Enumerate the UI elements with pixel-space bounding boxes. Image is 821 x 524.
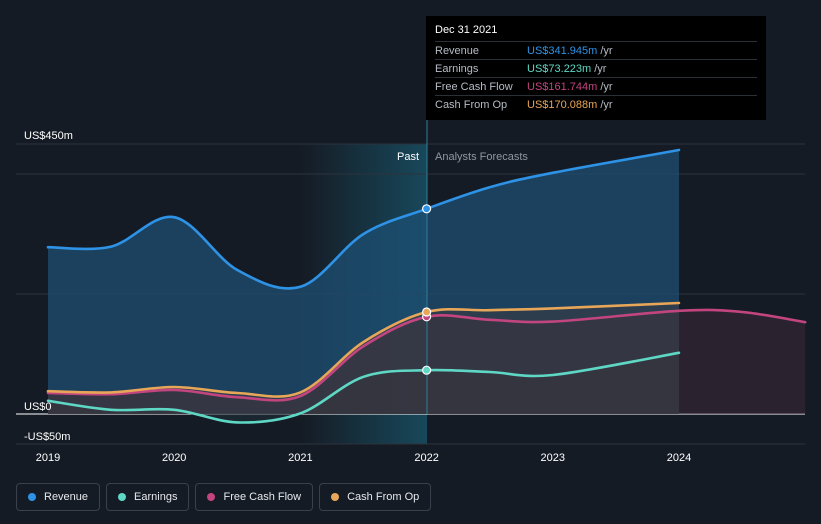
tooltip-value: US$161.744m [527, 80, 598, 93]
marker-earnings[interactable] [422, 365, 432, 375]
marker-revenue[interactable] [422, 204, 432, 214]
tooltip-unit: /yr [600, 98, 613, 111]
line-free-cash-flow [46, 308, 807, 402]
tooltip-row-revenue: Revenue US$341.945m /yr [435, 41, 757, 59]
line-cash-from-op [46, 301, 681, 398]
area-cash-from-op [48, 303, 679, 414]
past-label: Past [397, 151, 419, 163]
y-tick-label: US$0 [24, 401, 52, 413]
tooltip-unit: /yr [594, 62, 607, 75]
tooltip-label: Revenue [435, 44, 480, 57]
x-tick-label: 2023 [541, 452, 565, 464]
earnings-dot-icon [118, 493, 127, 501]
tooltip-date: Dec 31 2021 [435, 24, 498, 36]
x-tick-label: 2021 [288, 452, 312, 464]
legend-label: Revenue [44, 491, 89, 503]
x-tick-label: 2022 [414, 452, 438, 464]
tooltip-label: Earnings [435, 62, 479, 75]
legend-item-earnings[interactable]: Earnings [106, 483, 190, 511]
line-earnings [46, 351, 681, 424]
legend-label: Cash From Op [347, 491, 420, 503]
tooltip-unit: /yr [600, 44, 613, 57]
legend-item-revenue[interactable]: Revenue [16, 483, 101, 511]
legend: Revenue Earnings Free Cash Flow Cash Fro… [16, 483, 432, 511]
legend-label: Earnings [134, 491, 178, 503]
tooltip-value: US$170.088m [527, 98, 598, 111]
tooltip-value: US$341.945m [527, 44, 598, 57]
tooltip-value: US$73.223m [527, 62, 592, 75]
tooltip-row-earnings: Earnings US$73.223m /yr [435, 59, 757, 77]
legend-item-free-cash-flow[interactable]: Free Cash Flow [195, 483, 314, 511]
tooltip-unit: /yr [600, 80, 613, 93]
tooltip-row-free-cash-flow: Free Cash Flow US$161.744m /yr [435, 77, 757, 95]
forecast-label: Analysts Forecasts [435, 151, 528, 163]
tooltip-label: Free Cash Flow [435, 80, 513, 93]
x-tick-label: 2019 [36, 452, 60, 464]
legend-item-cash-from-op[interactable]: Cash From Op [319, 483, 432, 511]
y-tick-label: -US$50m [24, 431, 70, 443]
tooltip: Dec 31 2021 Revenue US$341.945m /yr Earn… [426, 16, 766, 120]
marker-cash-from-op[interactable] [422, 307, 432, 317]
free-cash-flow-dot-icon [207, 493, 216, 501]
legend-label: Free Cash Flow [223, 491, 302, 503]
cash-from-op-dot-icon [331, 493, 340, 501]
x-tick-label: 2020 [162, 452, 186, 464]
x-tick-label: 2024 [667, 452, 691, 464]
y-tick-label: US$450m [24, 130, 73, 142]
revenue-dot-icon [28, 493, 36, 501]
line-revenue [46, 148, 681, 290]
tooltip-label: Cash From Op [435, 98, 508, 111]
tooltip-row-cash-from-op: Cash From Op US$170.088m /yr [435, 95, 757, 113]
